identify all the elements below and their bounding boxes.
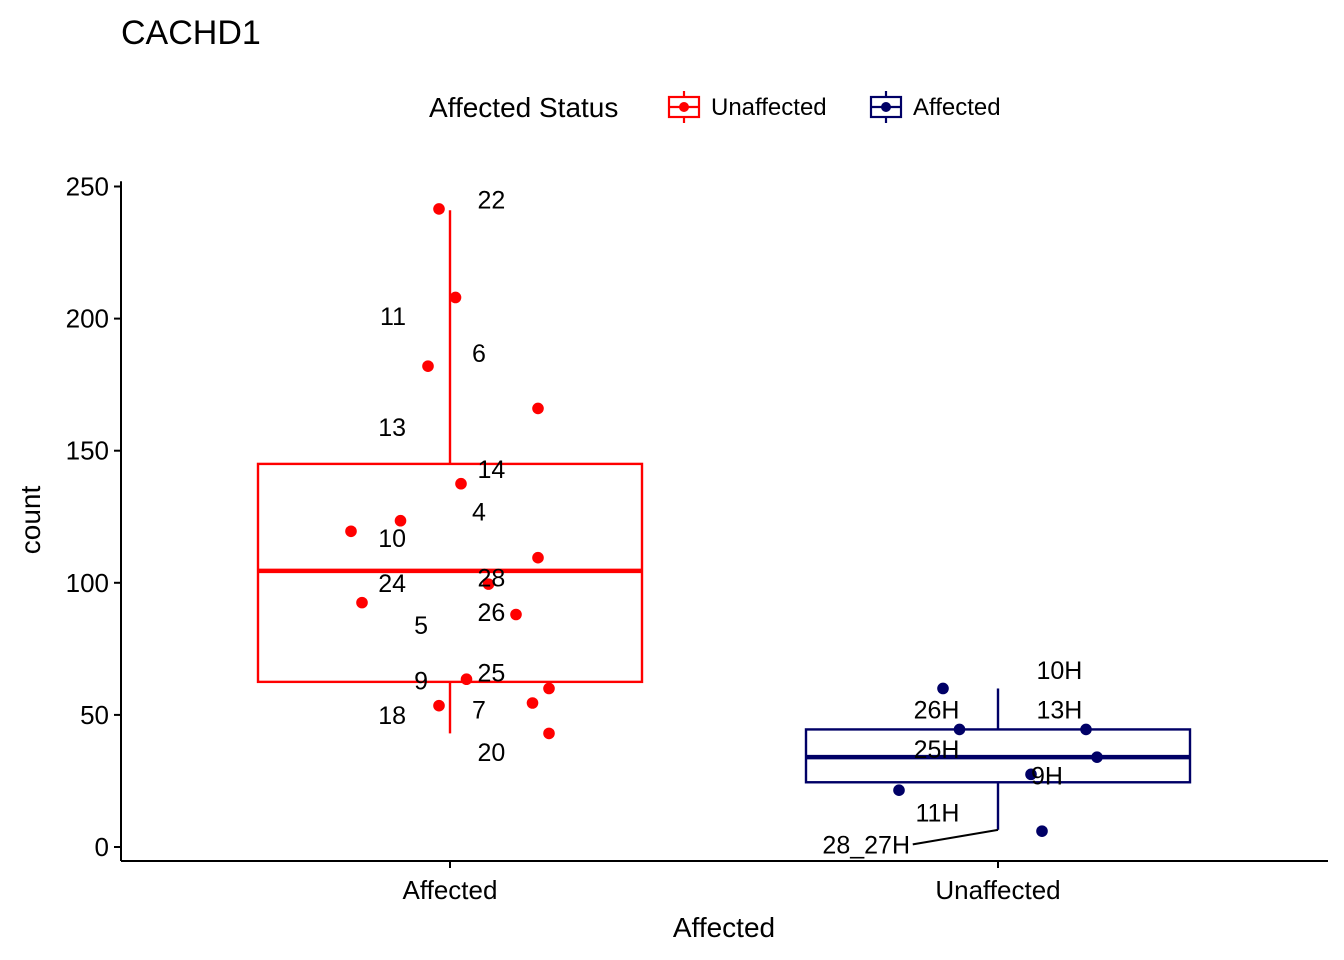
- point-label: 10H: [1037, 657, 1083, 685]
- x-axis-title: Affected: [673, 912, 775, 943]
- point-label: 14: [478, 456, 506, 484]
- point-label: 22: [478, 187, 506, 215]
- y-tick-label: 200: [66, 304, 109, 334]
- chart-title: CACHD1: [121, 14, 261, 52]
- point-label: 25: [478, 660, 506, 688]
- point-label: 26H: [914, 697, 960, 725]
- y-tick-label: 50: [80, 700, 109, 730]
- data-point: [543, 682, 555, 695]
- data-point: [893, 784, 905, 796]
- legend-key-point: [881, 102, 891, 112]
- data-point: [482, 578, 495, 590]
- y-axis-title: count: [15, 486, 46, 555]
- point-label: 11H: [915, 800, 959, 828]
- data-point: [356, 596, 368, 609]
- data-point: [455, 477, 467, 490]
- data-point: [422, 360, 434, 372]
- legend-key-point: [679, 102, 689, 112]
- y-tick-label: 250: [66, 172, 109, 202]
- point-label: 4: [472, 498, 486, 526]
- point-label: 9: [414, 668, 428, 696]
- legend: Affected Status Unaffected Affected: [429, 91, 1001, 123]
- data-point: [532, 402, 544, 415]
- legend-title: Affected Status: [429, 92, 618, 123]
- point-label: 25H: [914, 736, 960, 764]
- point-label: 6: [472, 340, 486, 368]
- data-point: [532, 551, 544, 564]
- point-label: 13: [378, 414, 406, 442]
- point-label: 26: [478, 599, 506, 627]
- point-label: 28_27H: [822, 831, 910, 859]
- data-point: [449, 291, 462, 304]
- point-label: 24: [378, 570, 406, 598]
- point-label: 10: [378, 525, 406, 553]
- legend-item: Unaffected: [667, 91, 827, 123]
- point-label: 5: [414, 612, 428, 640]
- data-point: [953, 723, 966, 736]
- data-point: [1091, 751, 1103, 763]
- point-label: 7: [472, 697, 486, 725]
- data-point: [345, 525, 357, 538]
- data-point: [1025, 768, 1037, 781]
- y-tick-label: 150: [66, 436, 109, 466]
- point-label: 28: [478, 565, 506, 593]
- legend-label: Unaffected: [711, 94, 827, 121]
- legend-label: Affected: [913, 94, 1001, 121]
- y-tick-label: 0: [95, 832, 109, 862]
- point-label: 20: [478, 739, 506, 767]
- x-tick-label: Affected: [403, 875, 498, 905]
- data-point: [394, 514, 407, 527]
- data-point: [543, 727, 555, 740]
- x-tick-label: Unaffected: [935, 875, 1060, 905]
- legend-item: Affected: [869, 91, 1001, 123]
- data-point: [937, 682, 949, 695]
- point-label: 18: [378, 702, 406, 730]
- point-label: 13H: [1037, 697, 1083, 725]
- series-group: 22 11 6 13 14 4 10 28 24 26 5 25 9 7 18 20: [256, 187, 644, 767]
- data-point: [1036, 825, 1048, 837]
- data-point: [510, 608, 522, 621]
- point-label: 9H: [1031, 763, 1063, 791]
- plot-area: 0 50 100 150 200 250 Affected Unaffected 22 11 6 13…: [66, 172, 1328, 905]
- data-point: [433, 699, 445, 712]
- y-tick-label: 100: [66, 568, 109, 598]
- point-label: 11: [380, 303, 406, 331]
- data-point: [460, 673, 473, 686]
- data-point: [526, 697, 539, 709]
- data-point: [1080, 723, 1092, 736]
- label-leader-line: [912, 828, 999, 846]
- data-point: [433, 203, 445, 215]
